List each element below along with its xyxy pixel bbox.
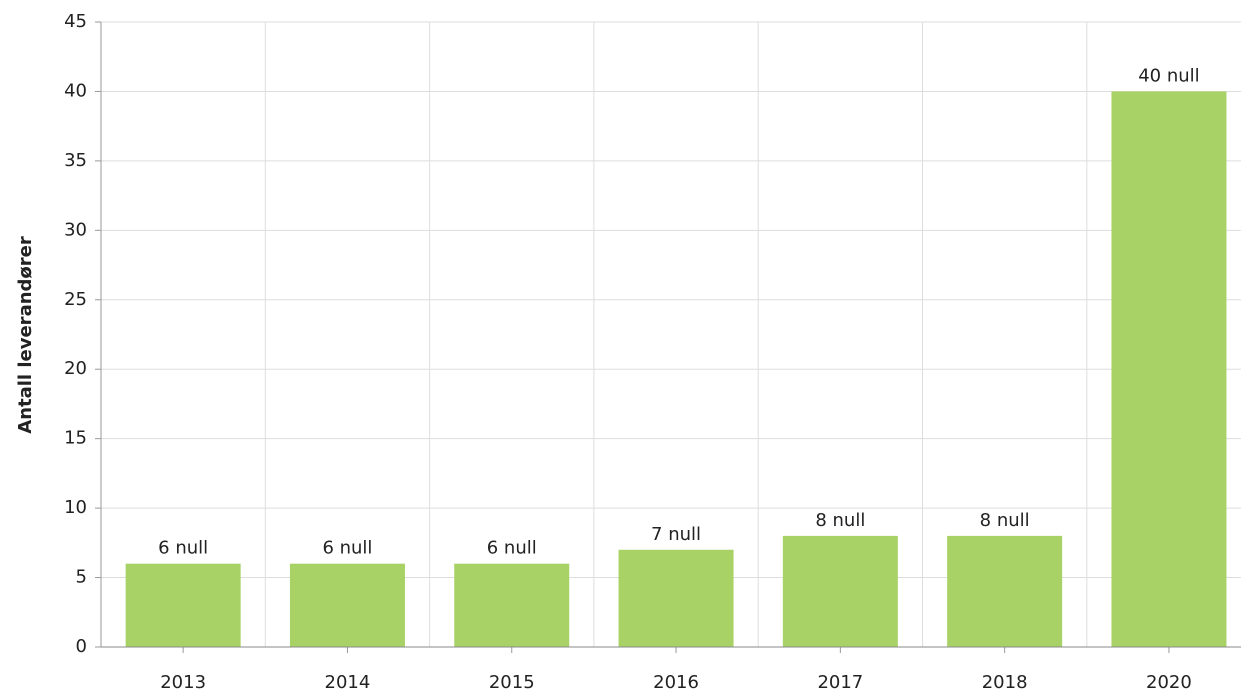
y-tick-label: 30	[64, 219, 87, 240]
y-tick-label: 0	[76, 636, 87, 657]
value-label: 6 null	[322, 538, 372, 559]
x-tick-label: 2013	[160, 672, 206, 693]
x-tick-label: 2018	[982, 672, 1028, 693]
y-tick-label: 5	[76, 567, 87, 588]
value-label: 8 null	[980, 510, 1030, 531]
bar	[289, 563, 405, 647]
value-label: 7 null	[651, 524, 701, 545]
y-tick-label: 15	[64, 428, 87, 449]
value-label: 8 null	[815, 510, 865, 531]
bar	[1111, 91, 1227, 647]
y-tick-label: 40	[64, 80, 87, 101]
value-label: 6 null	[158, 538, 208, 559]
y-tick-label: 45	[64, 11, 87, 32]
y-tick-label: 25	[64, 289, 87, 310]
x-tick-label: 2017	[817, 672, 863, 693]
x-tick-label: 2014	[325, 672, 371, 693]
y-axis-title: Antall leverandører	[15, 236, 36, 434]
bar	[618, 549, 734, 647]
value-label: 40 null	[1138, 65, 1199, 86]
y-tick-label: 35	[64, 150, 87, 171]
y-tick-label: 20	[64, 358, 87, 379]
x-tick-label: 2016	[653, 672, 699, 693]
x-tick-label: 2015	[489, 672, 535, 693]
y-tick-label: 10	[64, 497, 87, 518]
x-tick-label: 2020	[1146, 672, 1192, 693]
bar	[782, 535, 898, 647]
bar	[125, 563, 241, 647]
value-label: 6 null	[487, 538, 537, 559]
bar	[947, 535, 1063, 647]
bar	[454, 563, 570, 647]
